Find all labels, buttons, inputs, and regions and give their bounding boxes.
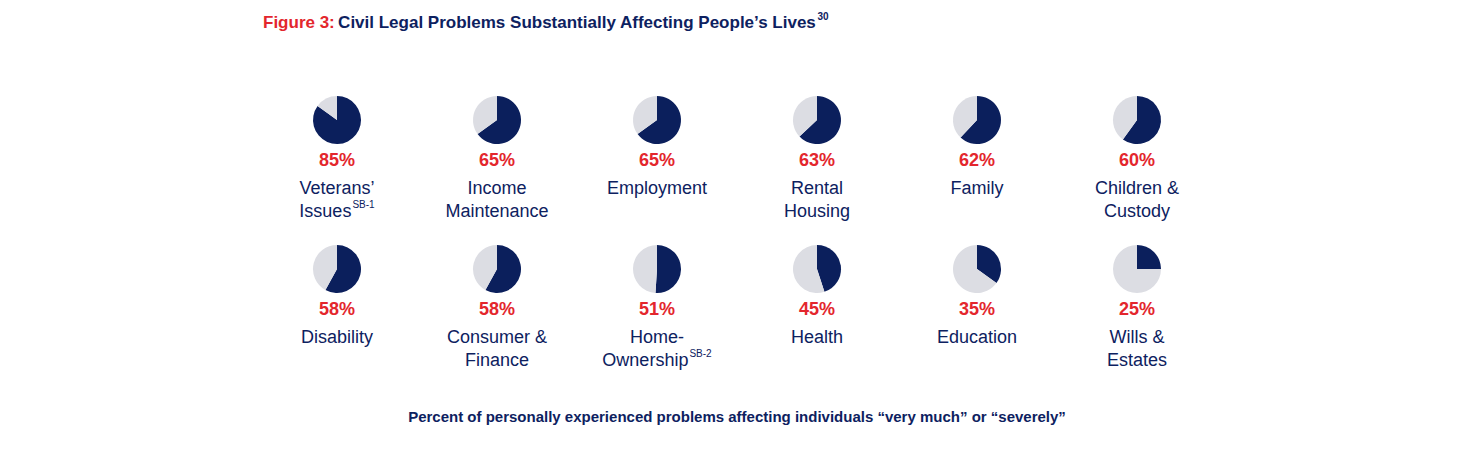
- svg-text:60%: 60%: [1119, 150, 1155, 170]
- svg-text:62%: 62%: [959, 150, 995, 170]
- svg-text:Income: Income: [467, 178, 526, 198]
- svg-text:Children &: Children &: [1095, 178, 1179, 198]
- svg-text:Wills &: Wills &: [1110, 327, 1165, 347]
- svg-text:30: 30: [817, 11, 829, 22]
- svg-text:25%: 25%: [1119, 299, 1155, 319]
- svg-text:Disability: Disability: [301, 327, 373, 347]
- svg-text:Ownership: Ownership: [602, 350, 688, 370]
- svg-text:Percent of personally experien: Percent of personally experienced proble…: [408, 408, 1066, 425]
- svg-text:65%: 65%: [639, 150, 675, 170]
- svg-text:65%: 65%: [479, 150, 515, 170]
- svg-text:SB-1: SB-1: [352, 199, 375, 210]
- svg-text:51%: 51%: [639, 299, 675, 319]
- svg-text:Education: Education: [937, 327, 1017, 347]
- svg-text:Housing: Housing: [784, 201, 850, 221]
- svg-text:Employment: Employment: [607, 178, 707, 198]
- svg-text:Health: Health: [791, 327, 843, 347]
- svg-text:Figure 3:: Figure 3:: [263, 13, 335, 32]
- svg-text:58%: 58%: [319, 299, 355, 319]
- svg-text:58%: 58%: [479, 299, 515, 319]
- svg-text:Consumer &: Consumer &: [447, 327, 547, 347]
- svg-text:63%: 63%: [799, 150, 835, 170]
- svg-text:35%: 35%: [959, 299, 995, 319]
- svg-text:Veterans’: Veterans’: [299, 178, 374, 198]
- svg-text:Civil Legal Problems Substanti: Civil Legal Problems Substantially Affec…: [338, 13, 816, 32]
- svg-text:85%: 85%: [319, 150, 355, 170]
- svg-text:Family: Family: [951, 178, 1004, 198]
- svg-text:Home-: Home-: [630, 327, 684, 347]
- svg-text:Issues: Issues: [299, 201, 351, 221]
- svg-text:Custody: Custody: [1104, 201, 1170, 221]
- svg-text:Estates: Estates: [1107, 350, 1167, 370]
- svg-text:Finance: Finance: [465, 350, 529, 370]
- svg-text:SB-2: SB-2: [689, 348, 712, 359]
- svg-text:Rental: Rental: [791, 178, 843, 198]
- svg-text:Maintenance: Maintenance: [445, 201, 548, 221]
- svg-text:45%: 45%: [799, 299, 835, 319]
